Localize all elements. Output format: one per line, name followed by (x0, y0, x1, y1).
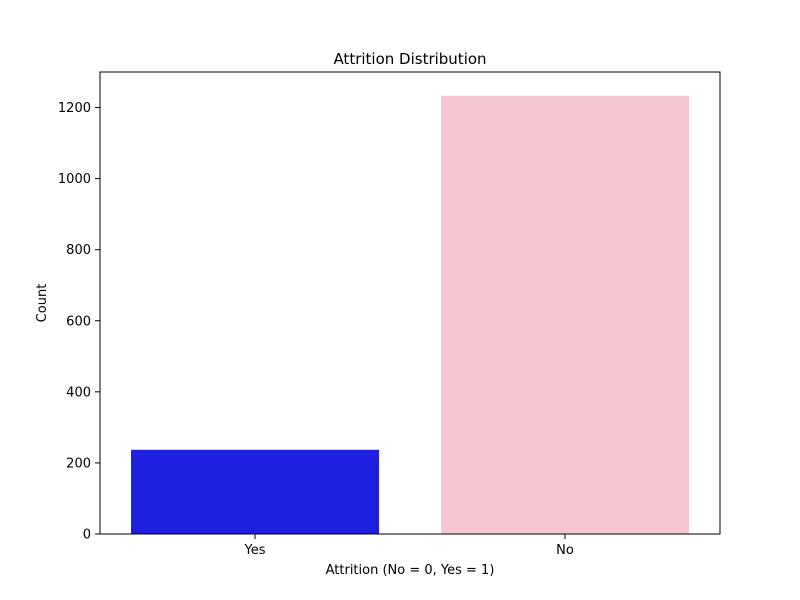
bars-group (131, 95, 689, 534)
x-axis-label: Attrition (No = 0, Yes = 1) (326, 563, 495, 578)
y-tick-label: 600 (66, 314, 91, 329)
y-tick-label: 400 (66, 385, 91, 400)
x-axis-ticks: Yes No (244, 534, 574, 558)
plot-frame (99, 71, 721, 535)
chart-title: Attrition Distribution (333, 50, 486, 68)
x-tick-label: Yes (244, 543, 266, 558)
x-tick-label: No (556, 543, 574, 558)
y-axis-ticks: 0 200 400 600 800 1000 1200 (58, 101, 100, 543)
y-tick-label: 800 (66, 243, 91, 258)
bar-no (441, 95, 689, 534)
y-tick-label: 200 (66, 456, 91, 471)
y-tick-label: 1000 (58, 172, 91, 187)
y-tick-label: 0 (83, 528, 91, 543)
y-tick-label: 1200 (58, 101, 91, 116)
y-axis-label: Count (35, 284, 50, 323)
bar-yes (131, 449, 379, 534)
